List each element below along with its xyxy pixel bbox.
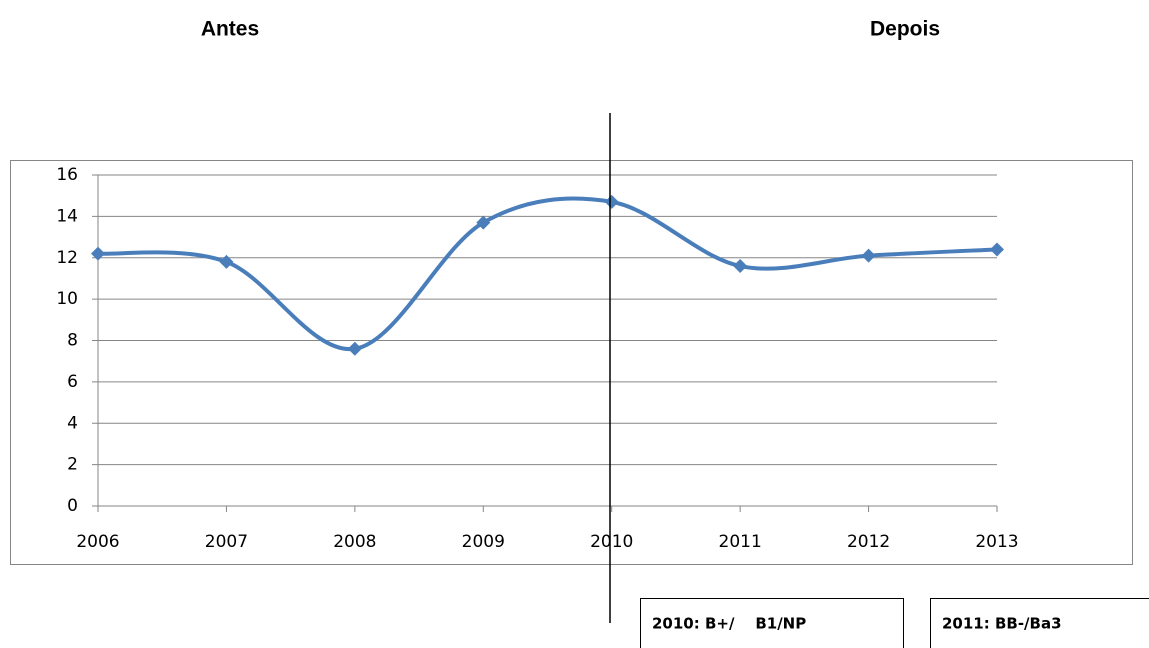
y-tick-label: 16 [56,165,78,185]
annotation-box [640,598,904,648]
x-tick-label: 2007 [205,532,248,552]
annotation: 2011: BB-/Ba3 [942,615,1062,633]
marker [861,248,876,263]
annotation: Antes [201,18,259,41]
x-tick-label: 2012 [847,532,890,552]
marker [604,194,619,209]
y-tick-label: 14 [56,206,78,226]
x-tick-label: 2008 [333,532,376,552]
annotation: 2010: B+/ B1/NP [652,615,806,633]
x-tick-label: 2006 [76,532,119,552]
x-tick-label: 2011 [719,532,762,552]
y-tick-label: 8 [67,331,78,351]
y-tick-label: 2 [67,455,78,475]
y-tick-label: 12 [56,248,78,268]
marker [219,254,234,269]
marker [476,215,491,230]
chart-frame [10,160,1133,565]
marker [990,242,1004,257]
marker [91,246,105,261]
x-tick-label: 2009 [462,532,505,552]
y-tick-label: 0 [67,496,78,516]
y-tick-label: 10 [56,289,78,309]
y-tick-label: 4 [67,413,78,433]
y-tick-label: 6 [67,372,78,392]
x-tick-label: 2013 [975,532,1018,552]
marker [733,259,748,274]
annotation: Depois [870,18,940,41]
line [97,196,998,351]
marker [347,341,362,356]
x-tick-label: 2010 [590,532,633,552]
annotation-box [930,598,1149,648]
